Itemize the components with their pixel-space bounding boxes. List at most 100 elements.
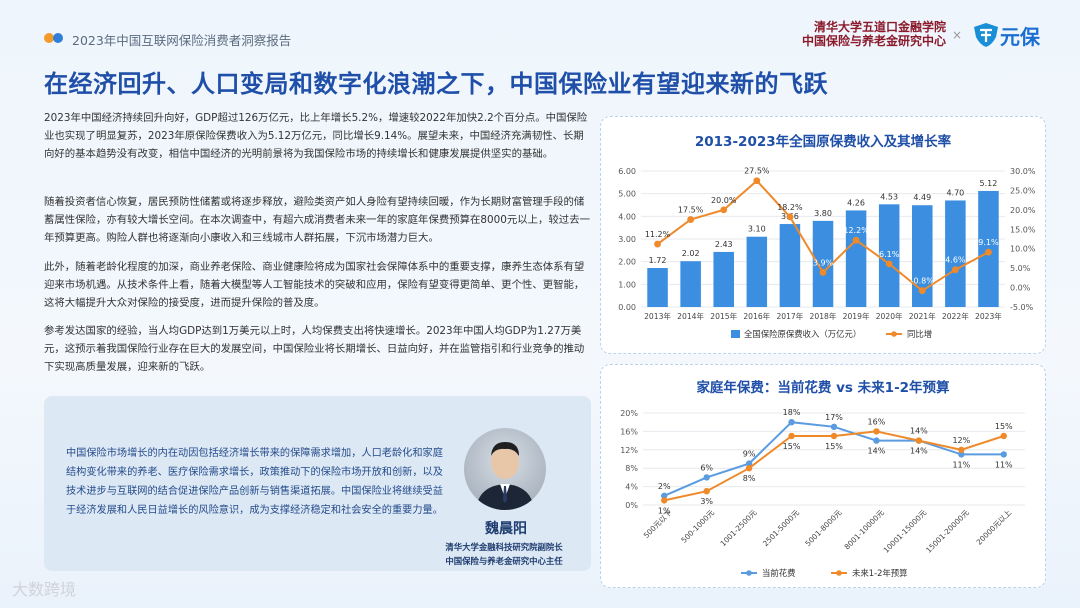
current-spend-label: 11% xyxy=(952,460,970,469)
x-tick-label: 2022年 xyxy=(942,311,969,321)
x-tick-label: 2015年 xyxy=(710,311,737,321)
budget-chart: 0%4%8%12%16%20%500元以下 500-1000元 1001-2500元… xyxy=(620,408,1025,578)
growth-data-label: 4.6% xyxy=(945,256,966,265)
legend-line-label: 同比增 xyxy=(907,329,932,339)
budget-label: 12% xyxy=(952,436,970,445)
bar-data-label: 4.49 xyxy=(913,193,931,202)
bar-data-label: 5.12 xyxy=(980,179,998,188)
quote-text: 中国保险市场增长的内在动因包括经济增长带来的保障需求增加，人口老龄化和家庭结构变… xyxy=(66,448,443,516)
current-spend-point xyxy=(873,437,880,444)
legend-bar-label: 全国保险原保费收入（万亿元） xyxy=(744,329,861,339)
brand-separator: × xyxy=(951,28,962,42)
y-left-tick-label: 5.00 xyxy=(618,190,636,199)
y-right-tick-label: 10.0% xyxy=(1010,245,1036,254)
current-spend-label: 6% xyxy=(700,463,713,472)
budget-label: 15% xyxy=(995,422,1013,431)
y-right-tick-label: 5.0% xyxy=(1010,264,1031,273)
bar xyxy=(746,236,768,307)
budget-label: 15% xyxy=(825,442,843,451)
current-spend-label: 18% xyxy=(783,408,801,417)
growth-data-label: 11.2% xyxy=(645,230,671,239)
current-spend-point xyxy=(745,460,753,467)
growth-point xyxy=(885,260,893,268)
y-tick-label: 4% xyxy=(625,483,638,492)
brand-name: 元保 xyxy=(1000,25,1040,49)
header-dots-icon xyxy=(44,32,68,44)
bar-data-label: 2.02 xyxy=(682,249,700,258)
growth-point xyxy=(918,287,926,295)
budget-point xyxy=(873,428,880,435)
x-tick-label: 2013年 xyxy=(644,311,671,321)
growth-data-label: 3.9% xyxy=(813,258,834,267)
x-tick-label: 5001-8000元 xyxy=(803,508,844,549)
x-tick-label: 8001-10000元 xyxy=(842,508,886,552)
budget-point xyxy=(1000,432,1007,440)
x-tick-label: 2019年 xyxy=(843,311,870,321)
budget-point xyxy=(958,446,965,453)
growth-point xyxy=(985,248,992,256)
budget-label: 1% xyxy=(658,506,671,515)
y-right-tick-label: 20.0% xyxy=(1010,206,1036,215)
growth-data-label: -0.8% xyxy=(911,277,935,286)
growth-data-label: 27.5% xyxy=(744,167,770,176)
person-name: 魏晨阳 xyxy=(485,521,527,537)
budget-label: 16% xyxy=(868,417,886,426)
budget-point xyxy=(915,437,923,444)
x-tick-label: 2014年 xyxy=(677,311,704,321)
avatar xyxy=(464,428,546,510)
legend-bar-swatch xyxy=(731,330,740,338)
x-tick-label: 2020年 xyxy=(876,311,903,321)
bar-data-label: 3.10 xyxy=(748,225,766,234)
y-right-tick-label: 30.0% xyxy=(1010,167,1036,176)
budget-label: 3% xyxy=(700,497,713,506)
header: 2023年中国互联网保险消费者洞察报告 清华大学五道口金融学院 中国保险与养老金… xyxy=(0,0,1080,58)
bar xyxy=(680,261,701,307)
growth-data-label: 18.2% xyxy=(777,203,803,212)
growth-data-label: 9.1% xyxy=(978,238,999,247)
y-left-tick-label: 0.00 xyxy=(618,303,636,312)
bar xyxy=(779,224,801,307)
current-spend-label: 14% xyxy=(910,427,928,436)
bar-data-label: 4.70 xyxy=(946,188,964,197)
bar-data-label: 4.53 xyxy=(880,192,898,201)
budget-point xyxy=(830,432,838,440)
x-tick-label: 2021年 xyxy=(909,311,936,321)
growth-point xyxy=(951,266,959,274)
x-tick-label: 2018年 xyxy=(810,311,837,321)
bar xyxy=(845,210,867,307)
growth-point xyxy=(720,206,728,214)
current-spend-point xyxy=(830,423,838,430)
paragraph-3: 此外，随着老龄化程度的加深，商业养老保险、商业健康险将成为国家社会保障体系中的重… xyxy=(44,261,585,309)
bar xyxy=(878,204,900,307)
x-tick-label: 20000元以上 xyxy=(975,508,1014,547)
shield-icon xyxy=(974,23,998,47)
budget-point xyxy=(661,497,668,504)
y-tick-label: 12% xyxy=(620,446,638,455)
growth-data-label: 17.5% xyxy=(678,206,704,215)
current-spend-label: 9% xyxy=(743,450,756,459)
y-tick-label: 20% xyxy=(620,409,638,418)
bar xyxy=(812,220,834,307)
brand-line1: 清华大学五道口金融学院 xyxy=(813,20,946,34)
y-tick-label: 16% xyxy=(620,427,638,436)
y-left-tick-label: 4.00 xyxy=(618,212,636,221)
y-right-tick-label: 15.0% xyxy=(1010,225,1036,234)
growth-data-label: 12.2% xyxy=(843,226,869,235)
paragraph-1: 2023年中国经济持续回升向好，GDP超过126万亿元，比上年增长5.2%，增速… xyxy=(44,112,588,160)
growth-point xyxy=(753,177,761,185)
y-right-tick-label: 25.0% xyxy=(1010,186,1036,195)
budget-label: 14% xyxy=(910,447,928,456)
legend-budget-marker xyxy=(836,570,842,576)
premium-chart-title: 2013-2023年全国原保费收入及其增长率 xyxy=(694,134,952,150)
current-spend-label: 14% xyxy=(868,447,886,456)
premium-chart-card: 2013-2023年全国原保费收入及其增长率 0.00 1.00 2.00 3.00 4… xyxy=(600,116,1046,354)
budget-label: 15% xyxy=(783,442,801,451)
x-tick-label: 500-1000元 xyxy=(679,508,716,545)
y-left-tick-label: 2.00 xyxy=(618,258,636,267)
growth-point xyxy=(687,216,695,223)
current-spend-point xyxy=(703,474,710,481)
brand-institution: 清华大学五道口金融学院 中国保险与养老金研究中心 xyxy=(802,20,946,48)
y-tick-label: 0% xyxy=(625,501,638,510)
bar-data-label: 4.26 xyxy=(847,198,865,207)
y-right-tick-label: -5.0% xyxy=(1010,303,1034,312)
